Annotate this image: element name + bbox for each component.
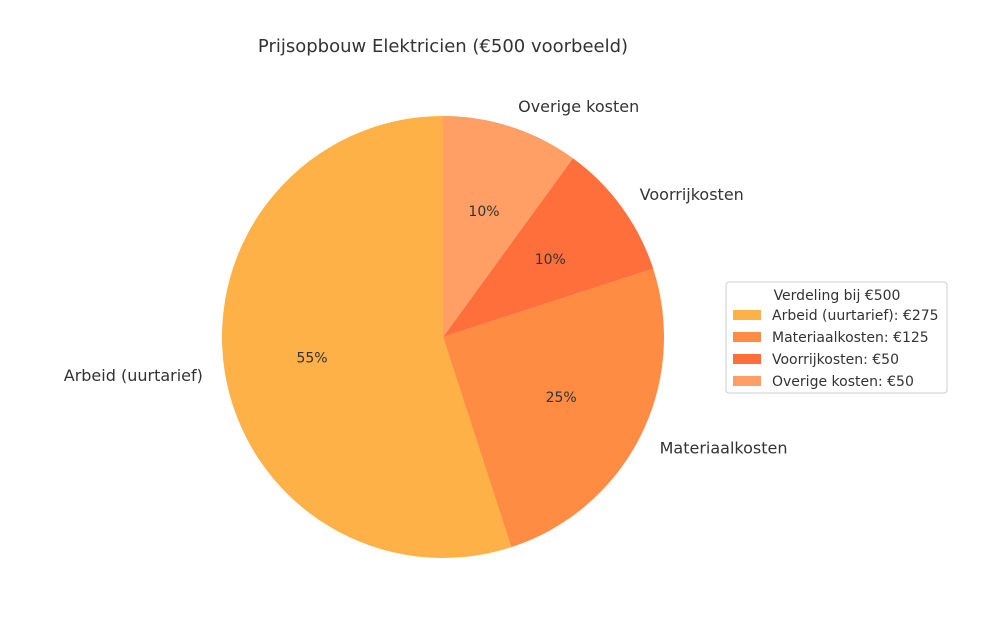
pie-slice bbox=[443, 268, 664, 548]
slice-percent-label: 55% bbox=[296, 351, 327, 367]
slice-percent-label: 25% bbox=[546, 390, 577, 406]
pie-labels: 55% Arbeid (uurtarief) 25% Materiaalkosten 1… bbox=[64, 97, 788, 458]
legend-swatch bbox=[733, 332, 761, 342]
legend-swatch bbox=[733, 310, 761, 320]
slice-percent-label: 10% bbox=[535, 252, 566, 268]
pie-slice bbox=[443, 116, 573, 337]
slice-percent-label: 10% bbox=[468, 204, 499, 220]
chart-title: Prijsopbouw Elektricien (€500 voorbeeld) bbox=[258, 36, 628, 57]
legend-entry-label: Materiaalkosten: €125 bbox=[772, 330, 929, 346]
legend-swatch bbox=[733, 376, 761, 386]
slice-category-label: Materiaalkosten bbox=[660, 438, 788, 457]
pie-slice bbox=[443, 158, 654, 337]
legend-frame bbox=[725, 281, 948, 394]
slice-category-label: Voorrijkosten bbox=[640, 185, 744, 204]
legend-items: Arbeid (uurtarief): €275 Materiaalkosten:… bbox=[733, 308, 939, 390]
pie-slice bbox=[222, 116, 512, 558]
legend-entry-label: Arbeid (uurtarief): €275 bbox=[772, 308, 939, 324]
slice-category-label: Arbeid (uurtarief) bbox=[64, 366, 203, 385]
pie-slices bbox=[222, 116, 664, 558]
legend-entry-label: Overige kosten: €50 bbox=[772, 374, 914, 390]
legend-entry-label: Voorrijkosten: €50 bbox=[772, 352, 899, 368]
legend-title: Verdeling bij €500 bbox=[774, 288, 901, 304]
legend: Verdeling bij €500 Arbeid (uurtarief): €… bbox=[725, 281, 948, 394]
slice-category-label: Overige kosten bbox=[518, 97, 639, 116]
legend-swatch bbox=[733, 354, 761, 364]
